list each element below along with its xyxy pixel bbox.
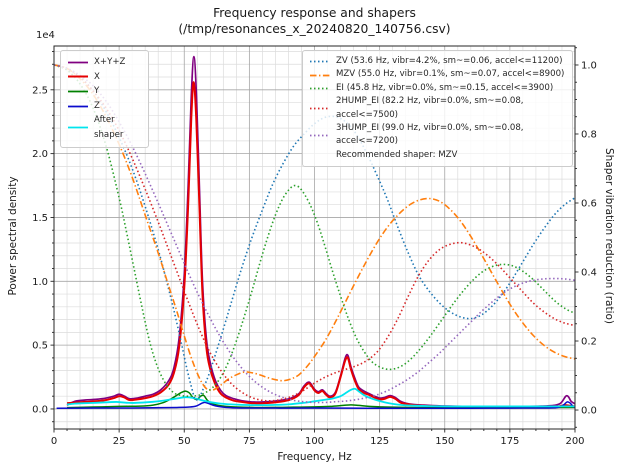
y-right-tick-label: 0.6	[581, 199, 597, 210]
y-right-tick-label: 1.0	[581, 60, 597, 71]
y-left-tick-label: 2.0	[32, 149, 48, 160]
legend-line-sample	[310, 74, 330, 77]
x-tick-label: 150	[435, 436, 454, 447]
legend-item-mzv: MZV (55.0 Hz, vibr=0.1%, sm~=0.07, accel…	[309, 68, 566, 81]
chart-title-line1: Frequency response and shapers	[213, 6, 416, 20]
legend-shapers: ZV (53.6 Hz, vibr=4.2%, sm~=0.06, accel<…	[302, 50, 573, 168]
legend-recommended-shaper: Recommended shaper: MZV	[309, 149, 566, 162]
x-tick-label: 175	[500, 436, 519, 447]
legend-line-sample	[310, 60, 330, 63]
chart-title-line2: (/tmp/resonances_x_20240820_140756.csv)	[178, 21, 451, 36]
x-tick-label: 0	[51, 436, 57, 447]
legend-label: Z	[94, 100, 100, 111]
y-axis-offset-label: 1e4	[36, 30, 55, 41]
x-axis-label: Frequency, Hz	[277, 451, 352, 463]
tick-labels: 0 25 50 75 100 125 150 175 200 0.0 0.5 1.0 1.5 2.0 2.5…	[32, 60, 597, 447]
series-after-shaper	[66, 387, 575, 408]
y-left-tick-label: 0.0	[32, 404, 48, 415]
legend-item-z: Z	[67, 99, 142, 114]
y-right-tick-label: 0.8	[581, 129, 597, 140]
y-left-tick-label: 0.5	[32, 341, 48, 352]
legend-label: X	[94, 71, 100, 82]
legend-item-after-shaper: After shaper	[67, 113, 142, 142]
y-axis-label-left: Power spectral density	[7, 176, 19, 296]
y-left-tick-label: 1.5	[32, 213, 48, 224]
series-3hump_ei	[54, 64, 575, 404]
y-right-tick-label: 0.4	[581, 268, 597, 279]
x-tick-label: 100	[305, 436, 324, 447]
legend-line-sample	[68, 90, 88, 93]
legend-item-2hump_ei: 2HUMP_EI (82.2 Hz, vibr=0.0%, sm~=0.08, …	[309, 95, 566, 122]
y-right-tick-label: 0.0	[581, 406, 597, 417]
legend-label: 3HUMP_EI (99.0 Hz, vibr=0.0%, sm~=0.08, …	[336, 123, 524, 147]
legend-item-y: Y	[67, 84, 142, 99]
legend-label: 2HUMP_EI (82.2 Hz, vibr=0.0%, sm~=0.08, …	[336, 96, 524, 120]
legend-item-3hump_ei: 3HUMP_EI (99.0 Hz, vibr=0.0%, sm~=0.08, …	[309, 122, 566, 149]
x-tick-label: 200	[565, 436, 584, 447]
legend-line-sample	[310, 87, 330, 90]
legend-label: EI (45.8 Hz, vibr=0.0%, sm~=0.15, accel<…	[336, 82, 554, 93]
legend-psd: X+Y+Z X Y Z After shaper	[60, 50, 149, 148]
series-mzv	[54, 64, 575, 392]
legend-item-ei: EI (45.8 Hz, vibr=0.0%, sm~=0.15, accel<…	[309, 82, 566, 95]
ticks	[50, 47, 579, 433]
legend-line-sample	[68, 127, 88, 129]
legend-line-sample	[68, 61, 88, 64]
legend-line-sample	[310, 134, 330, 137]
legend-label: X+Y+Z	[94, 57, 126, 67]
x-tick-label: 125	[370, 436, 389, 447]
x-tick-label: 50	[178, 436, 191, 447]
legend-item-x: X	[67, 70, 142, 85]
x-tick-label: 75	[243, 436, 256, 447]
y-left-tick-label: 1.0	[32, 277, 48, 288]
legend-label: Y	[94, 86, 100, 97]
y-left-tick-label: 2.5	[32, 85, 48, 96]
y-axis-label-right: Shaper vibration reduction (ratio)	[603, 147, 615, 325]
y-right-tick-label: 0.2	[581, 337, 597, 348]
chart-title: Frequency response and shapers (/tmp/res…	[54, 6, 575, 37]
legend-line-sample	[310, 107, 330, 110]
legend-line-sample	[309, 151, 331, 160]
legend-line-sample	[68, 105, 88, 107]
legend-line-sample	[68, 75, 88, 78]
legend-label: Recommended shaper: MZV	[336, 149, 458, 160]
legend-label: After shaper	[94, 115, 124, 140]
legend-label: ZV (53.6 Hz, vibr=4.2%, sm~=0.06, accel<…	[336, 56, 563, 66]
legend-item-x+y+z: X+Y+Z	[67, 55, 142, 70]
legend-label: MZV (55.0 Hz, vibr=0.1%, sm~=0.07, accel…	[336, 69, 565, 80]
x-tick-label: 25	[113, 436, 126, 447]
legend-item-zv: ZV (53.6 Hz, vibr=4.2%, sm~=0.06, accel<…	[309, 55, 566, 68]
